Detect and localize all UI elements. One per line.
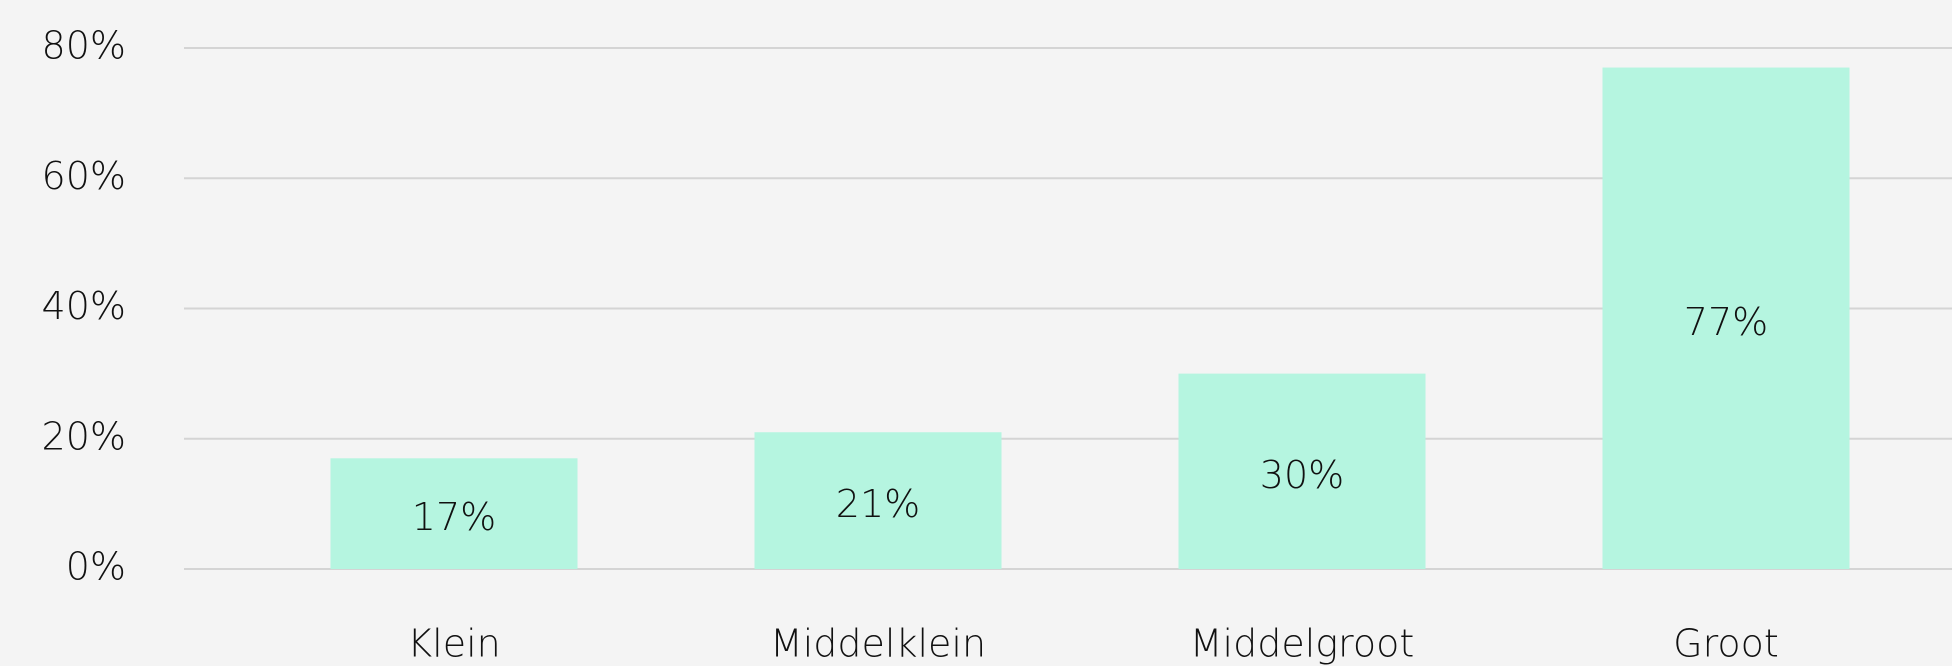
value-label: 30%: [1260, 453, 1344, 497]
value-label: 77%: [1684, 300, 1768, 344]
x-tick-label: Middelklein: [770, 622, 986, 666]
x-tick-label: Klein: [407, 622, 501, 666]
bar: [1178, 373, 1426, 569]
y-tick-label: 20%: [42, 414, 126, 458]
y-tick-label: 60%: [42, 154, 126, 198]
bar: [1602, 67, 1850, 569]
x-tick-label: Middelgroot: [1190, 622, 1415, 666]
y-tick-label: 40%: [42, 284, 126, 328]
value-label: 21%: [836, 482, 920, 526]
bar: [754, 432, 1002, 569]
y-tick-label: 80%: [42, 24, 126, 68]
x-tick-label: Groot: [1673, 622, 1779, 666]
value-label: 17%: [412, 495, 496, 539]
bar: [330, 458, 578, 569]
y-tick-label: 0%: [66, 545, 126, 589]
